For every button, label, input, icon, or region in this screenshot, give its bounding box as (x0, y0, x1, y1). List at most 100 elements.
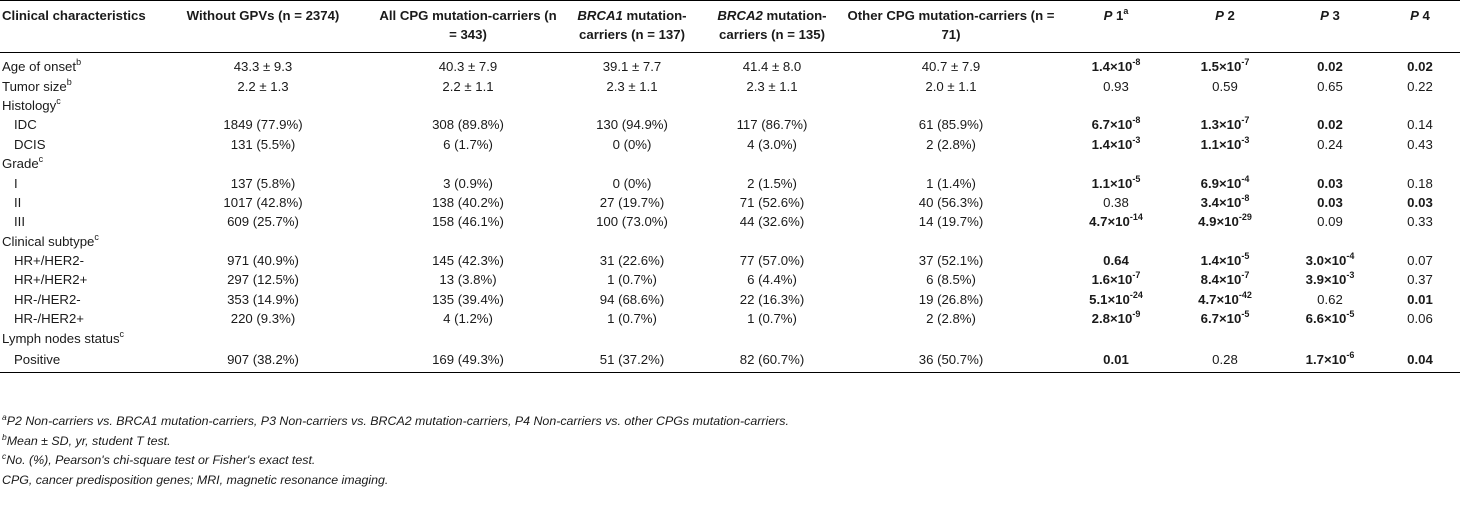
row-label-text: IDC (14, 117, 37, 133)
p-value-base: 6.9×10 (1200, 175, 1242, 191)
cell-p3-value: 0.24 (1280, 135, 1380, 154)
row-label: Tumor sizeb (0, 76, 150, 95)
header-without-gpvs: Without GPVs (n = 2374) (150, 0, 376, 53)
p-value-base: 0.62 (1317, 291, 1343, 307)
cell-p3-value: 0.02 (1280, 53, 1380, 77)
cell-other-cpg: 2 (2.8%) (926, 136, 976, 152)
cell-brca1 (560, 328, 704, 347)
cell-p1-value: 0.01 (1062, 347, 1170, 373)
p-value-base: 0.93 (1103, 78, 1129, 94)
p-value-base: 4.7×10 (1198, 291, 1239, 307)
p-value-base: 2.8×10 (1091, 311, 1133, 327)
p-value-base: 3.4×10 (1200, 194, 1242, 210)
row-label-text: HR+/HER2+ (14, 272, 88, 288)
cell-p3-value: 1.7×10-6 (1280, 347, 1380, 373)
cell-p3-value (1280, 96, 1380, 115)
header-brca2-gene: BRCA2 (717, 8, 763, 23)
row-label-text: Grade (2, 156, 39, 172)
row-label-text: HR-/HER2- (14, 291, 81, 307)
cell-all-cpg: 6 (1.7%) (443, 136, 493, 152)
p-value-exponent: -5 (1241, 251, 1250, 262)
cell-brca1: 0 (0%) (612, 136, 652, 152)
cell-brca1: 1 (0.7%) (607, 311, 657, 327)
table-row: HR+/HER2- 971 (40.9%) 145 (42.3%) 31 (22.6%… (0, 251, 1460, 270)
footnote: cNo. (%), Pearson's chi-square test or F… (2, 451, 1452, 471)
cell-p1-value (1062, 154, 1170, 173)
cell-all-cpg: 13 (3.8%) (439, 272, 497, 288)
footnote-text: Mean ± SD, yr, student T test. (6, 433, 171, 448)
cell-brca2 (704, 328, 840, 347)
cell-brca2: 6 (4.4%) (747, 272, 797, 288)
cell-brca1: 1 (0.7%) (607, 272, 657, 288)
cell-all-cpg: 135 (39.4%) (432, 291, 504, 307)
p-value-exponent: -8 (1132, 115, 1141, 126)
cell-all-cpg: 40.3 ± 7.9 (438, 59, 498, 75)
cell-without-gpvs (150, 154, 376, 173)
p-value-exponent: -5 (1132, 173, 1141, 184)
cell-p3-value (1280, 328, 1380, 347)
table-row: HR-/HER2- 353 (14.9%) 135 (39.4%) 94 (68.6%… (0, 290, 1460, 309)
p-value-exponent: -14 (1129, 212, 1143, 223)
row-label: DCIS (0, 135, 150, 154)
row-label: Histologyc (0, 96, 150, 115)
p-value-exponent: -29 (1238, 212, 1252, 223)
row-label-text: Lymph nodes status (2, 330, 120, 346)
row-label: IDC (0, 115, 150, 134)
clinical-characteristics-table: Clinical characteristics Without GPVs (n… (0, 0, 1460, 373)
cell-p3-value: 0.02 (1280, 115, 1380, 134)
cell-p1-value: 5.1×10-24 (1062, 290, 1170, 309)
header-characteristics: Clinical characteristics (0, 0, 150, 53)
table-row: Positive 907 (38.2%) 169 (49.3%) 51 (37.2%)… (0, 347, 1460, 373)
row-label-footnote: c (119, 328, 125, 339)
cell-p2-value: 6.9×10-4 (1170, 173, 1280, 192)
p-value-base: 0.03 (1317, 194, 1343, 210)
p-value-exponent: -6 (1346, 350, 1355, 361)
p-value-base: 0.22 (1407, 78, 1433, 94)
cell-p2-value: 4.7×10-42 (1170, 290, 1280, 309)
cell-brca2: 4 (3.0%) (747, 136, 797, 152)
cell-other-cpg: 1 (1.4%) (926, 175, 976, 191)
cell-p3-value: 0.03 (1280, 193, 1380, 212)
p-value-base: 3.0×10 (1305, 253, 1347, 269)
footnote: aP2 Non-carriers vs. BRCA1 mutation-carr… (2, 412, 1452, 432)
p-value-base: 1.4×10 (1200, 253, 1242, 269)
cell-without-gpvs: 297 (12.5%) (227, 272, 299, 288)
cell-p4-value: 0.06 (1380, 309, 1460, 328)
cell-p4-value: 0.33 (1380, 212, 1460, 231)
table-footnotes: aP2 Non-carriers vs. BRCA1 mutation-carr… (2, 412, 1452, 490)
cell-p1-value: 2.8×10-9 (1062, 309, 1170, 328)
cell-brca2: 41.4 ± 8.0 (742, 59, 802, 75)
p-value-base: 1.4×10 (1091, 59, 1133, 75)
cell-without-gpvs: 220 (9.3%) (230, 311, 296, 327)
cell-p1-value: 0.93 (1062, 76, 1170, 95)
p-value-base: 0.43 (1407, 136, 1433, 152)
footnote-marker: a (2, 412, 7, 422)
p-value-exponent: -4 (1346, 251, 1355, 262)
p-value-base: 0.07 (1407, 253, 1433, 269)
cell-all-cpg: 2.2 ± 1.1 (442, 78, 494, 94)
row-label-footnote: c (56, 95, 61, 106)
table-row: II 1017 (42.8%) 138 (40.2%) 27 (19.7%) 71 (5… (0, 193, 1460, 212)
cell-p4-value (1380, 232, 1460, 251)
p-value-exponent: -8 (1241, 192, 1250, 203)
footnote: bMean ± SD, yr, student T test. (2, 432, 1452, 452)
cell-without-gpvs: 971 (40.9%) (227, 253, 299, 269)
p-value-base: 0.64 (1103, 253, 1129, 269)
p-value-base: 1.4×10 (1091, 136, 1133, 152)
cell-all-cpg: 145 (42.3%) (432, 253, 504, 269)
cell-brca1: 100 (73.0%) (596, 214, 668, 230)
cell-other-cpg: 2 (2.8%) (926, 311, 976, 327)
cell-other-cpg: 61 (85.9%) (918, 117, 984, 133)
cell-other-cpg: 14 (19.7%) (918, 214, 984, 230)
header-p4-num: 4 (1418, 8, 1430, 23)
header-without-gpvs-label: Without GPVs (n = 2374) (186, 8, 340, 23)
cell-without-gpvs: 1017 (42.8%) (223, 194, 303, 210)
table-row: Lymph nodes statusc (0, 328, 1460, 347)
p-value-base: 0.01 (1103, 352, 1129, 368)
cell-p2-value (1170, 328, 1280, 347)
header-p3-num: 3 (1328, 8, 1340, 23)
cell-all-cpg (376, 328, 560, 347)
cell-p2-value: 4.9×10-29 (1170, 212, 1280, 231)
cell-p3-value: 6.6×10-5 (1280, 309, 1380, 328)
p-value-base: 0.04 (1407, 352, 1433, 368)
